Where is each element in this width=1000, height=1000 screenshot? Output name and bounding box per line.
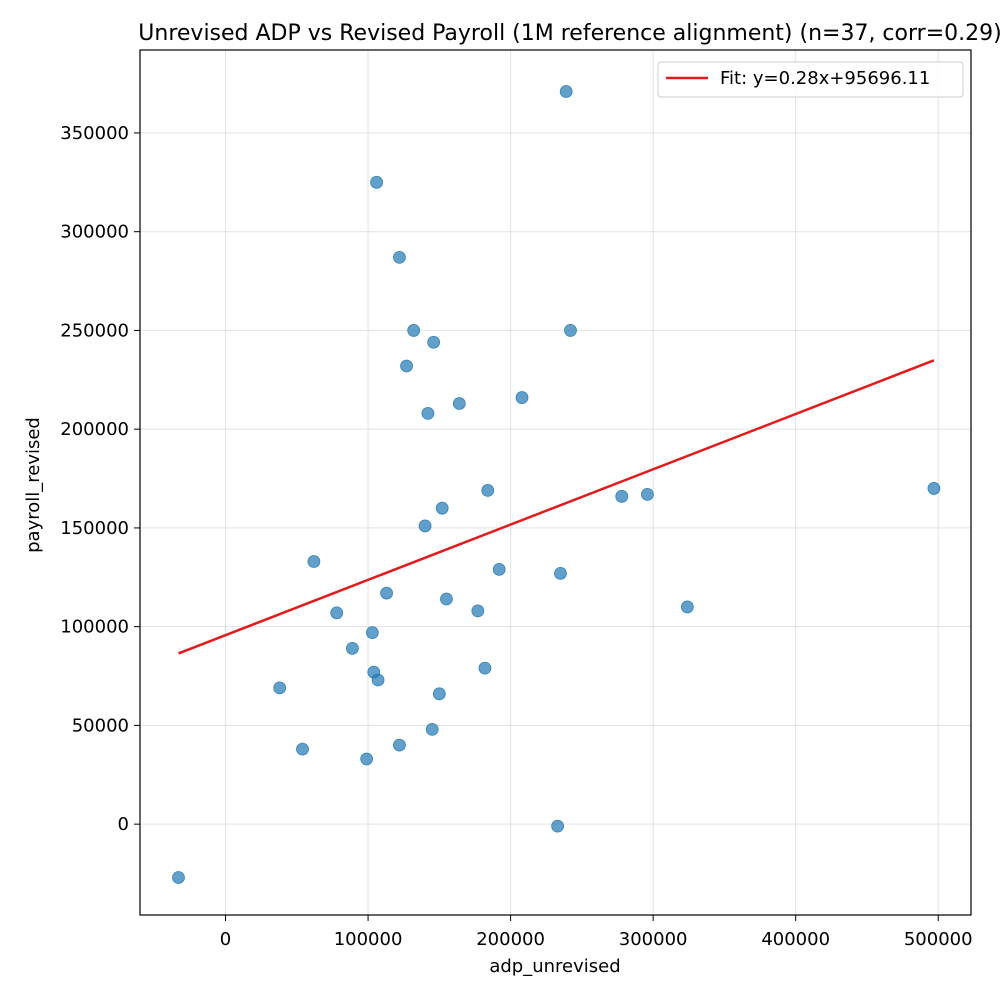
legend: Fit: y=0.28x+95696.11 — [657, 61, 964, 98]
y-axis-ticks: 0 50000 100000 150000 200000 250000 300000 3500… — [60, 123, 140, 835]
data-point — [421, 406, 435, 420]
data-point — [407, 324, 421, 337]
data-point — [680, 600, 694, 614]
data-point — [307, 555, 321, 568]
data-point — [427, 335, 441, 349]
data-point — [418, 519, 432, 533]
data-point — [400, 359, 413, 373]
y-tick-label: 200000 — [60, 419, 129, 440]
data-point — [370, 175, 384, 189]
data-point — [435, 501, 449, 515]
x-tick-label: 0 — [220, 929, 231, 950]
x-tick-label: 300000 — [619, 929, 688, 950]
x-tick-label: 100000 — [334, 929, 403, 950]
data-point — [554, 566, 567, 580]
data-point — [492, 562, 506, 576]
legend-fit-label: Fit: y=0.28x+95696.11 — [720, 68, 930, 89]
y-tick-label: 250000 — [60, 320, 129, 341]
x-tick-label: 400000 — [761, 929, 830, 950]
data-point — [927, 482, 941, 495]
data-point — [360, 752, 374, 766]
data-point — [432, 687, 446, 701]
chart-title: Unrevised ADP vs Revised Payroll (1M ref… — [138, 21, 1000, 46]
y-tick-label: 300000 — [60, 222, 129, 243]
data-point — [564, 324, 577, 337]
data-points — [172, 85, 941, 884]
y-tick-label: 50000 — [72, 715, 129, 736]
data-point — [380, 586, 393, 600]
x-tick-label: 200000 — [476, 929, 545, 950]
plot-frame — [139, 49, 972, 916]
data-point — [296, 742, 309, 756]
x-axis-label: adp_unrevised — [489, 956, 620, 977]
y-axis-label: payroll_revised — [23, 417, 44, 553]
x-tick-label: 500000 — [904, 929, 973, 950]
x-axis-ticks: 0 100000 200000 300000 400000 500000 — [220, 915, 973, 950]
y-tick-label: 100000 — [60, 617, 129, 638]
data-point — [365, 626, 379, 639]
data-point — [559, 85, 573, 98]
data-point — [345, 641, 359, 655]
y-tick-label: 350000 — [60, 123, 129, 144]
data-point — [425, 722, 439, 736]
data-point — [330, 606, 344, 620]
y-tick-label: 0 — [118, 814, 129, 835]
data-point — [393, 250, 406, 264]
data-point — [371, 673, 385, 687]
fit-line — [178, 359, 935, 655]
fit-line-group — [178, 359, 935, 655]
legend-box — [657, 61, 964, 98]
data-point — [273, 681, 287, 695]
data-point — [515, 391, 529, 404]
data-point — [471, 604, 485, 618]
data-point — [481, 483, 495, 497]
data-point — [615, 489, 629, 503]
data-point — [440, 592, 453, 606]
grid — [140, 50, 971, 915]
data-point — [551, 819, 565, 833]
data-point — [172, 871, 185, 884]
y-tick-label: 150000 — [60, 518, 129, 539]
data-point — [478, 661, 492, 675]
data-point — [452, 397, 466, 410]
data-point — [393, 738, 406, 752]
data-point — [641, 487, 654, 501]
